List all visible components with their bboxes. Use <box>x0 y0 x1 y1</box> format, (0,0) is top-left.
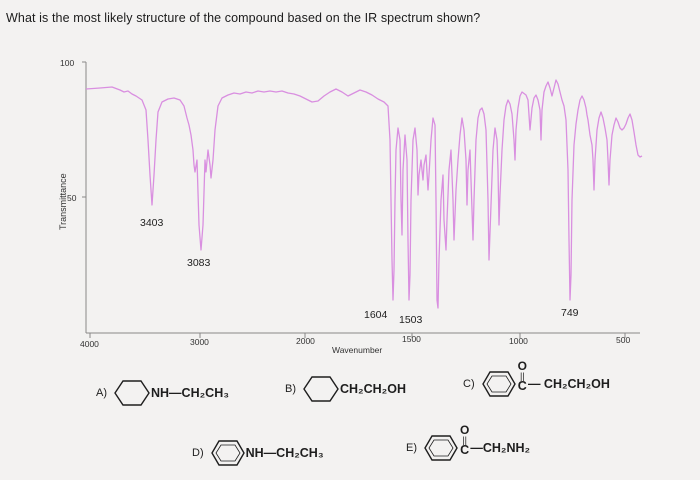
choice-e-carbonyl-oxygen: O <box>460 423 470 437</box>
choice-c[interactable]: C) O || C — CH₂CH₂OH <box>463 360 610 401</box>
peak-label-1604: 1604 <box>364 309 388 321</box>
ir-trace <box>85 79 643 309</box>
choice-a-letter: A) <box>96 387 107 399</box>
choice-e-formula: —CH₂NH₂ <box>470 441 531 456</box>
benzene-ring-icon <box>303 376 339 402</box>
choice-e-carbonyl: O || C <box>460 424 469 457</box>
x-axis-label: Wavenumber <box>332 345 382 355</box>
x-tick-label-2000: 2000 <box>296 336 315 346</box>
choice-d[interactable]: D) NH—CH₂CH₃ <box>192 438 324 468</box>
peak-label-3083: 3083 <box>187 257 211 269</box>
choice-c-carbonyl: O || C <box>518 360 527 393</box>
choice-e-carbonyl-carbon: C <box>460 443 470 457</box>
x-tick-label-3000: 3000 <box>190 337 209 347</box>
choice-c-carbonyl-carbon: C <box>517 379 527 393</box>
choice-e-carbonyl-bond: || <box>462 435 468 445</box>
peak-label-749: 749 <box>561 307 579 319</box>
peak-label-3403: 3403 <box>140 217 164 229</box>
question-text: What is the most likely structure of the… <box>6 11 481 25</box>
choice-b-letter: B) <box>285 383 296 395</box>
benzene-ring-icon <box>424 435 458 461</box>
y-tick-label-100: 100 <box>60 58 74 68</box>
choice-a-formula: NH—CH₂CH₃ <box>151 386 229 400</box>
choice-e-letter: E) <box>406 442 417 455</box>
x-tick-label-4000: 4000 <box>80 339 99 349</box>
y-tick-label-50: 50 <box>67 193 77 203</box>
x-tick-label-1000: 1000 <box>509 336 528 346</box>
y-axis-label: Transmittance <box>58 173 68 230</box>
choice-a[interactable]: A) NH—CH₂CH₃ <box>96 378 229 408</box>
choice-c-carbonyl-oxygen: O <box>517 359 527 373</box>
benzene-ring-icon <box>481 371 516 397</box>
choice-d-letter: D) <box>192 447 204 459</box>
choice-e[interactable]: E) O || C —CH₂NH₂ <box>406 424 531 465</box>
choice-c-carbonyl-bond: || <box>519 371 525 381</box>
benzene-ring-icon <box>114 380 150 406</box>
choice-b-formula: CH₂CH₂OH <box>340 382 406 396</box>
x-tick-label-1500: 1500 <box>402 334 421 344</box>
peak-label-1503: 1503 <box>399 314 423 326</box>
choice-c-formula: — CH₂CH₂OH <box>527 377 610 392</box>
choice-b[interactable]: B) CH₂CH₂OH <box>285 374 406 404</box>
benzene-ring-icon <box>210 440 245 466</box>
x-tick-label-500: 500 <box>616 335 630 345</box>
choice-c-letter: C) <box>463 378 475 391</box>
choice-d-formula: NH—CH₂CH₃ <box>245 446 324 460</box>
